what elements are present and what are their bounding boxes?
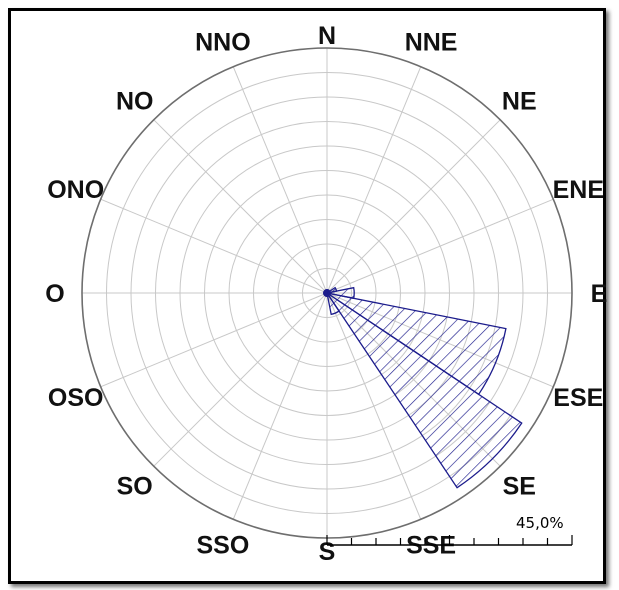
bar-nno: [324, 289, 328, 294]
grid-spoke: [153, 119, 328, 294]
grid-spoke: [100, 292, 328, 388]
direction-label-e: E: [591, 280, 608, 308]
grid-spoke: [326, 198, 554, 294]
direction-label-so: SO: [117, 472, 153, 500]
grid-spoke: [326, 292, 422, 520]
grid-spoke: [326, 66, 422, 294]
direction-label-oso: OSO: [48, 384, 104, 412]
direction-label-no: NO: [116, 88, 154, 116]
bar-sse: [326, 292, 341, 316]
grid-spoke: [100, 198, 328, 294]
direction-label-se: SE: [503, 472, 536, 500]
direction-label-ne: NE: [502, 88, 537, 116]
direction-label-ono: ONO: [47, 176, 104, 204]
grid-spoke: [153, 292, 328, 467]
grid-spoke: [232, 292, 328, 520]
wind-bars: [323, 286, 523, 489]
bar-se: [326, 292, 523, 489]
direction-label-nne: NNE: [405, 29, 458, 57]
direction-label-sso: SSO: [197, 531, 250, 559]
direction-label-nno: NNO: [195, 29, 251, 57]
grid-spoke: [326, 119, 501, 294]
grid-spoke: [232, 66, 328, 294]
scale-label: 45,0%: [516, 514, 564, 532]
direction-label-ene: ENE: [553, 176, 604, 204]
direction-label-ese: ESE: [553, 384, 603, 412]
direction-label-n: N: [318, 22, 336, 50]
scale-bar: 45,0%: [326, 514, 573, 546]
direction-label-o: O: [45, 280, 64, 308]
